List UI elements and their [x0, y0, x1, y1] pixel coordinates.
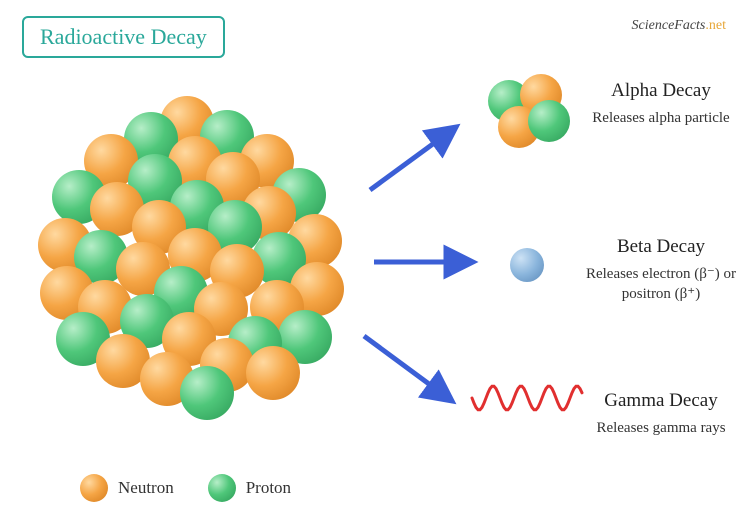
- attribution-brand: ScienceFacts: [632, 18, 706, 33]
- legend-neutron-label: Neutron: [118, 478, 174, 498]
- neutron-swatch: [80, 474, 108, 502]
- alpha-particle-cluster: [488, 70, 578, 160]
- gamma-ray-wave: [470, 381, 590, 415]
- legend: Neutron Proton: [80, 474, 291, 502]
- attribution: ScienceFacts.net: [632, 18, 726, 34]
- proton-sphere: [180, 366, 234, 420]
- alpha-decay-title: Alpha Decay: [576, 80, 746, 102]
- alpha-decay-label: Alpha Decay Releases alpha particle: [576, 80, 746, 128]
- gamma-decay-desc: Releases gamma rays: [576, 418, 746, 438]
- alpha-decay-desc: Releases alpha particle: [576, 108, 746, 128]
- beta-sphere: [510, 248, 544, 282]
- beta-decay-desc: Releases electron (β⁻) or positron (β⁺): [576, 264, 746, 305]
- beta-decay-label: Beta Decay Releases electron (β⁻) or pos…: [576, 236, 746, 305]
- neutron-sphere: [246, 346, 300, 400]
- proton-sphere: [528, 100, 570, 142]
- decay-arrow: [370, 130, 452, 190]
- proton-swatch: [208, 474, 236, 502]
- legend-proton-label: Proton: [246, 478, 291, 498]
- legend-proton: Proton: [208, 474, 291, 502]
- gamma-decay-title: Gamma Decay: [576, 390, 746, 412]
- decay-arrow: [364, 336, 448, 398]
- attribution-suffix: .net: [705, 18, 726, 33]
- beta-decay-title: Beta Decay: [576, 236, 746, 258]
- diagram-title: Radioactive Decay: [22, 16, 225, 58]
- legend-neutron: Neutron: [80, 474, 174, 502]
- gamma-wave-path: [472, 386, 582, 409]
- nucleus-cluster: [30, 90, 350, 410]
- gamma-decay-label: Gamma Decay Releases gamma rays: [576, 390, 746, 438]
